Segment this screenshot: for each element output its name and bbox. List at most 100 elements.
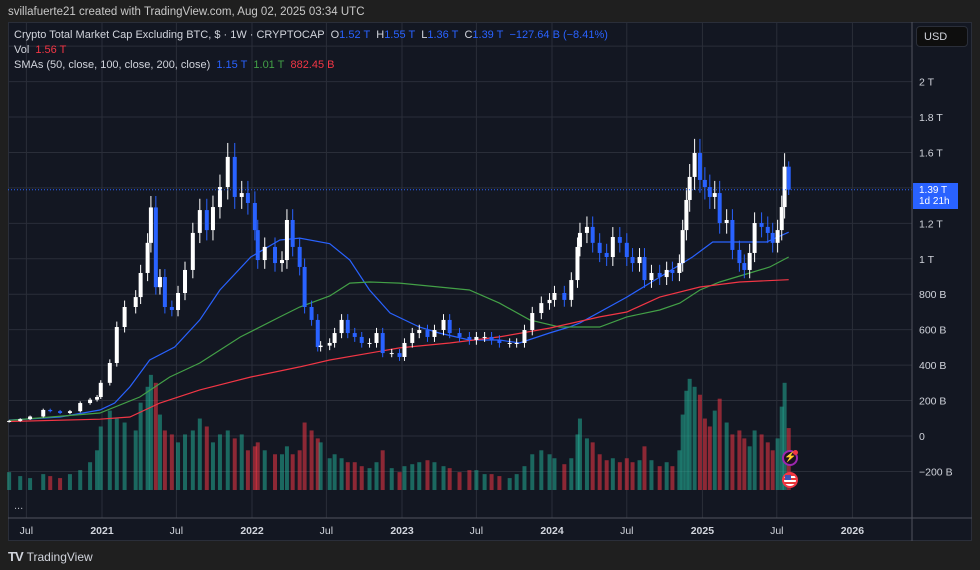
volume-bar bbox=[245, 450, 250, 490]
candle-body bbox=[339, 319, 344, 334]
volume-bar bbox=[724, 422, 729, 490]
candle-body bbox=[162, 277, 167, 307]
candle-body bbox=[575, 246, 580, 281]
candle-body bbox=[707, 187, 712, 197]
time-tick-label: Jul bbox=[620, 525, 633, 537]
volume-bar bbox=[284, 446, 289, 490]
volume-bar bbox=[133, 430, 138, 490]
candle-body bbox=[239, 193, 244, 197]
candle-body bbox=[332, 333, 337, 343]
candle-body bbox=[204, 210, 209, 231]
volume-bar bbox=[441, 466, 446, 490]
candle-body bbox=[712, 193, 717, 197]
volume-bar bbox=[680, 414, 685, 490]
volume-bar bbox=[122, 422, 127, 490]
sma-legend: SMAs (50, close, 100, close, 200, close)… bbox=[14, 59, 338, 71]
candle-body bbox=[280, 260, 284, 264]
time-tick-label: 2026 bbox=[841, 525, 865, 537]
footer-brand: TV TradingView bbox=[8, 549, 93, 564]
candle-body bbox=[18, 419, 23, 421]
high-label: H bbox=[376, 29, 385, 41]
candle-body bbox=[114, 327, 119, 363]
close-value: 1.39 T bbox=[472, 29, 504, 41]
candle-body bbox=[28, 416, 33, 420]
candle-body bbox=[782, 166, 787, 208]
volume-bar bbox=[239, 434, 244, 490]
candle-body bbox=[759, 223, 764, 227]
volume-legend: Vol 1.56 T bbox=[14, 44, 69, 56]
volume-bar bbox=[604, 460, 609, 490]
time-tick-label: 2024 bbox=[540, 525, 564, 537]
us-flag-icon[interactable] bbox=[782, 472, 798, 488]
candle-body bbox=[677, 263, 682, 273]
candle-body bbox=[410, 333, 415, 343]
candle-body bbox=[522, 330, 527, 343]
symbol-legend: Crypto Total Market Cap Excluding BTC, $… bbox=[14, 29, 611, 41]
volume-bar bbox=[95, 450, 100, 490]
volume-bar bbox=[569, 458, 574, 490]
high-value: 1.55 T bbox=[384, 29, 416, 41]
candle-body bbox=[657, 272, 662, 278]
volume-bar bbox=[190, 430, 195, 490]
candle-body bbox=[617, 237, 622, 243]
volume-bar bbox=[98, 426, 103, 490]
volume-bar bbox=[530, 454, 535, 490]
candle-body bbox=[367, 342, 372, 344]
volume-bar bbox=[290, 454, 295, 490]
candle-body bbox=[692, 153, 697, 177]
volume-bar bbox=[273, 454, 278, 490]
candle-body bbox=[457, 333, 462, 337]
candle-body bbox=[547, 299, 552, 304]
candle-body bbox=[176, 292, 181, 311]
more-indicators-button[interactable]: ... bbox=[14, 500, 24, 512]
candle-body bbox=[482, 336, 487, 338]
volume-bar bbox=[759, 434, 764, 490]
currency-button[interactable]: USD bbox=[916, 26, 968, 47]
candle-body bbox=[245, 193, 250, 203]
price-tick-label: 600 B bbox=[919, 325, 946, 337]
candle-body bbox=[702, 179, 707, 188]
candle-body bbox=[765, 226, 770, 233]
candle-body bbox=[507, 342, 512, 344]
volume-bar bbox=[204, 426, 209, 490]
candle-body bbox=[297, 246, 302, 267]
candle-body bbox=[697, 153, 702, 180]
candle-body bbox=[58, 411, 63, 413]
sma50-value: 1.15 T bbox=[216, 59, 248, 71]
candle-body bbox=[374, 333, 379, 343]
volume-bar bbox=[590, 442, 595, 490]
volume-bar bbox=[315, 438, 320, 490]
volume-bar bbox=[547, 454, 552, 490]
sma-label: SMAs (50, close, 100, close, 200, close) bbox=[14, 59, 211, 71]
volume-bar bbox=[692, 386, 697, 490]
volume-bar bbox=[577, 418, 582, 490]
last-price-value: 1.39 T bbox=[919, 185, 948, 196]
candle-body bbox=[684, 199, 689, 231]
candle-body bbox=[717, 193, 722, 224]
time-tick-label: Jul bbox=[470, 525, 483, 537]
candle-body bbox=[770, 232, 775, 243]
candle-body bbox=[232, 156, 237, 197]
time-axis[interactable]: Jul 2021 Jul 2022 Jul 2023 Jul 2024 Jul 2025 Jul 20… bbox=[20, 525, 865, 537]
volume-bar bbox=[297, 450, 302, 490]
candle-body bbox=[624, 242, 629, 258]
candle-body bbox=[107, 362, 112, 383]
candle-body bbox=[380, 333, 385, 354]
candle-body bbox=[447, 319, 452, 334]
price-axis[interactable]: 2 T 1.8 T 1.6 T 1.2 T 1 T 800 B 600 B 400 B 200 … bbox=[919, 77, 953, 479]
lightning-icon[interactable]: ⚡ bbox=[782, 450, 798, 466]
volume-bar bbox=[684, 390, 689, 490]
candle-body bbox=[169, 306, 174, 311]
candle-body bbox=[290, 219, 295, 247]
price-tick-label: 1.6 T bbox=[919, 147, 943, 159]
candle-body bbox=[210, 207, 215, 231]
candle-body bbox=[562, 292, 567, 300]
candle-body bbox=[138, 272, 143, 298]
candle-body bbox=[630, 257, 635, 264]
time-tick-label: 2025 bbox=[691, 525, 715, 537]
chart-panel[interactable] bbox=[8, 22, 972, 541]
candle-body bbox=[730, 219, 735, 250]
candle-body bbox=[752, 223, 757, 253]
volume-bar bbox=[262, 450, 267, 490]
